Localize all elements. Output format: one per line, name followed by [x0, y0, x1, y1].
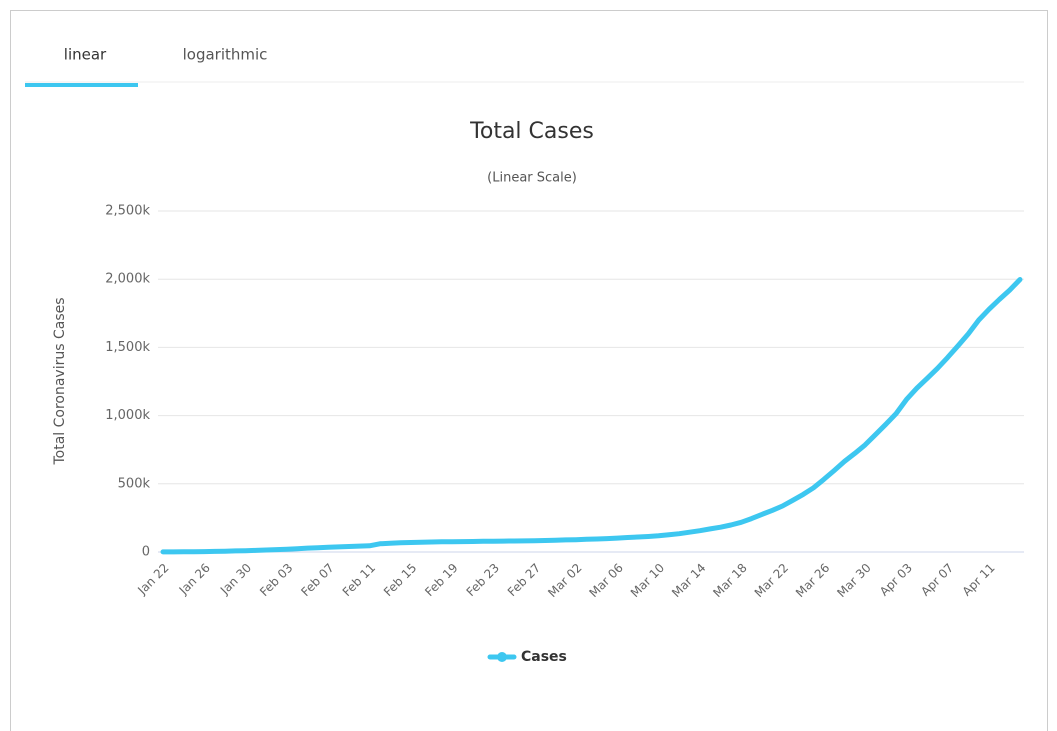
- legend-marker: [497, 652, 507, 662]
- y-tick-label: 500k: [118, 476, 151, 491]
- active-tab-underline: [25, 83, 138, 87]
- tab[interactable]: logarithmic: [183, 46, 268, 64]
- tab[interactable]: linear: [64, 46, 107, 64]
- panel: [10, 10, 1048, 731]
- y-axis-title: Total Coronavirus Cases: [52, 297, 68, 465]
- y-tick-label: 1,500k: [105, 340, 150, 355]
- chart-title: Total Cases: [469, 119, 594, 144]
- chart-subtitle: (Linear Scale): [487, 171, 577, 186]
- y-tick-label: 1,000k: [105, 408, 150, 423]
- data-line: [160, 277, 1023, 555]
- y-tick-label: 0: [142, 545, 150, 560]
- y-tick-label: 2,500k: [105, 204, 150, 219]
- y-tick-label: 2,000k: [105, 272, 150, 287]
- legend-label: Cases: [521, 649, 567, 665]
